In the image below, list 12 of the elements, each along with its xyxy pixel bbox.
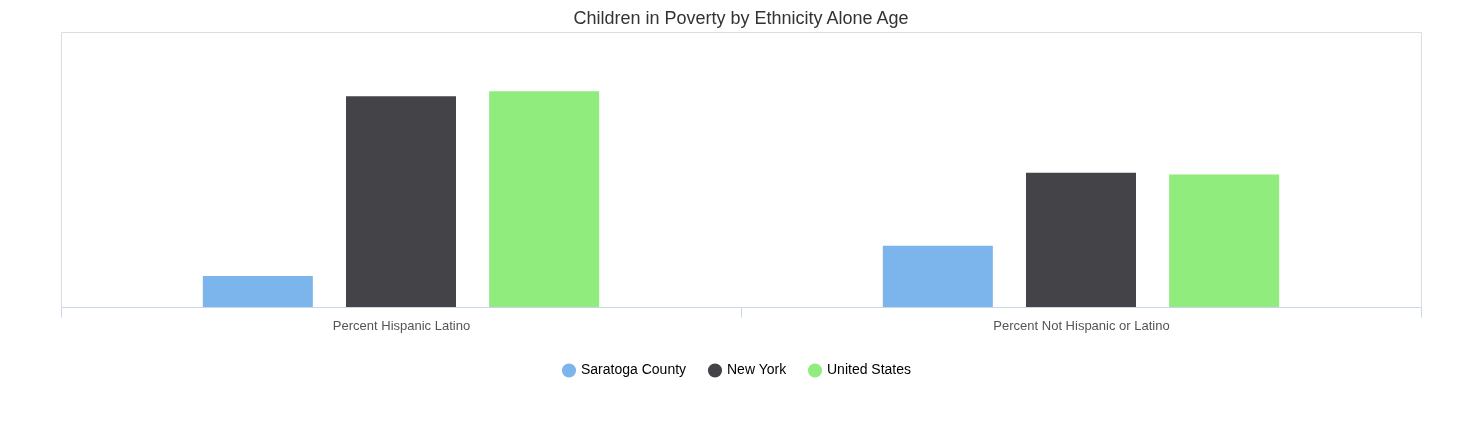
chart-title: Children in Poverty by Ethnicity Alone Age [573, 8, 909, 28]
legend-label: New York [727, 361, 788, 378]
bar [1026, 172, 1136, 307]
legend-label: United States [827, 361, 912, 378]
legend-label: Saratoga County [581, 361, 687, 378]
bar [202, 275, 313, 307]
bar [882, 245, 993, 307]
bar [1169, 174, 1280, 307]
x-tick-label: Percent Hispanic Latino [332, 317, 471, 333]
bar [346, 96, 456, 307]
x-tick-label: Percent Not Hispanic or Latino [993, 317, 1170, 333]
bar [489, 91, 600, 307]
